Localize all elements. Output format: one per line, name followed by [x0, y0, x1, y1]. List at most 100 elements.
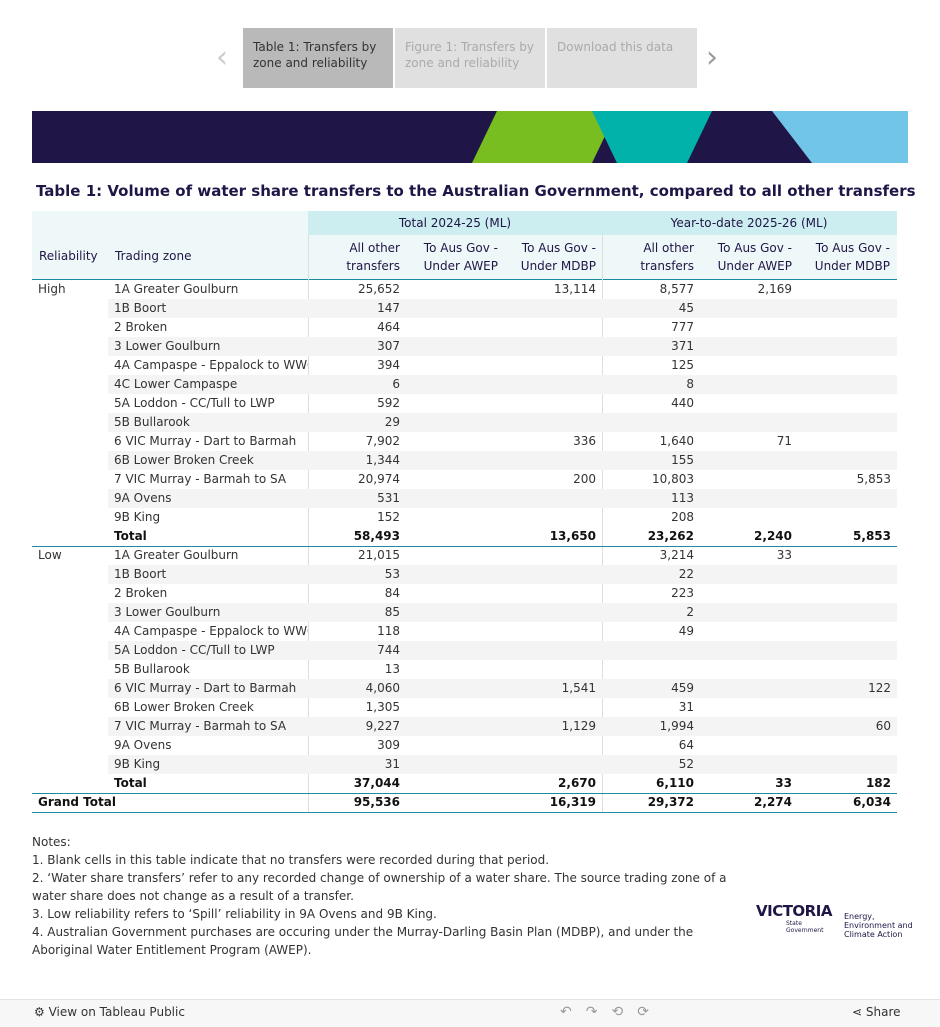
cell-value: 9,227 — [365, 719, 400, 733]
cell-value: 53 — [384, 567, 400, 581]
column-header: All other transfers — [640, 241, 694, 273]
notes: Notes: 1. Blank cells in this table indi… — [32, 833, 732, 959]
row-label: 1B Boort — [114, 301, 167, 315]
row-label: 9B King — [114, 510, 161, 524]
row-label: 9A Ovens — [114, 738, 172, 752]
row-label: 7 VIC Murray - Barmah to SA — [114, 719, 287, 733]
cell-value: 22 — [678, 567, 694, 581]
row-label: 4A Campaspe - Eppalock to WWC — [114, 624, 308, 638]
cell-value: 5,853 — [856, 472, 891, 486]
cell-value: 21,015 — [358, 548, 400, 562]
tab[interactable]: Figure 1: Transfers by zone and reliabil… — [395, 28, 545, 88]
row-label: Grand Total — [38, 795, 116, 809]
row-label: 6 VIC Murray - Dart to Barmah — [114, 681, 297, 695]
cell-value: 1,305 — [365, 700, 400, 714]
notes-heading: Notes: — [32, 835, 71, 849]
cell-value: 113 — [671, 491, 694, 505]
cell-value: 531 — [377, 491, 400, 505]
row-stripe — [108, 375, 897, 394]
next-arrow[interactable]: › — [706, 40, 718, 75]
row-label: 9B King — [114, 757, 161, 771]
cell-value: 33 — [775, 776, 792, 790]
row-label: 5B Bullarook — [114, 662, 190, 676]
row-stripe — [108, 565, 897, 584]
cell-value: 307 — [377, 339, 400, 353]
row-label: 3 Lower Goulburn — [114, 339, 221, 353]
column-header: To Aus Gov - Under AWEP — [717, 241, 792, 273]
cell-value: 394 — [377, 358, 400, 372]
view-text: View on Tableau Public — [48, 1005, 185, 1019]
row-label: 1A Greater Goulburn — [114, 548, 239, 562]
cell-value: 5,853 — [853, 529, 891, 543]
view-link[interactable]: ⚙ View on Tableau Public — [34, 1005, 185, 1019]
row-stripe — [108, 489, 897, 508]
share-text: Share — [865, 1005, 901, 1019]
logo: VICTORIA State Government — [756, 902, 836, 934]
cell-value: 95,536 — [353, 795, 400, 809]
row-stripe — [108, 641, 897, 660]
column-header: All other transfers — [346, 241, 400, 273]
cell-value: 37,044 — [353, 776, 400, 790]
cell-value: 20,974 — [358, 472, 400, 486]
row-stripe — [108, 451, 897, 470]
cell-value: 592 — [377, 396, 400, 410]
column-header: To Aus Gov - Under MDBP — [814, 241, 890, 273]
cell-value: 371 — [671, 339, 694, 353]
row-label: 6B Lower Broken Creek — [114, 453, 254, 467]
cell-value: 208 — [671, 510, 694, 524]
footer: ⚙ View on Tableau Public ↶↷⟲⟳ ⋖ Share — [0, 999, 940, 1027]
cell-value: 182 — [865, 776, 891, 790]
cell-value: 16,319 — [549, 795, 596, 809]
cell-value: 45 — [678, 301, 694, 315]
row-label: Low — [38, 548, 62, 562]
column-header: To Aus Gov - Under MDBP — [520, 241, 596, 273]
tab[interactable]: Table 1: Transfers by zone and reliabili… — [243, 28, 393, 88]
cell-value: 2,169 — [757, 282, 792, 296]
cell-value: 85 — [384, 605, 400, 619]
cell-value: 58,493 — [353, 529, 400, 543]
row-header: Reliability — [39, 249, 98, 263]
note: 1. Blank cells in this table indicate th… — [32, 853, 550, 867]
cell-value: 31 — [384, 757, 400, 771]
cell-value: 1,640 — [659, 434, 694, 448]
cell-value: 1,129 — [561, 719, 596, 733]
cell-value: 223 — [671, 586, 694, 600]
cell-value: 2,274 — [754, 795, 792, 809]
toolbar-icons[interactable]: ↶↷⟲⟳ — [560, 1004, 663, 1020]
row-label: 1A Greater Goulburn — [114, 282, 239, 296]
share[interactable]: ⋖ Share — [852, 1005, 901, 1019]
cell-value: 64 — [678, 738, 694, 752]
prev-arrow[interactable]: ‹ — [216, 40, 228, 75]
row-label: Total — [114, 776, 147, 790]
tab[interactable]: Download this data — [547, 28, 697, 88]
cell-value: 31 — [678, 700, 694, 714]
divider — [308, 235, 309, 813]
note: 2. ‘Water share transfers’ refer to any … — [32, 871, 727, 903]
cell-value: 29 — [384, 415, 400, 429]
cell-value: 4,060 — [365, 681, 400, 695]
row-label: Total — [114, 529, 147, 543]
cell-value: 60 — [875, 719, 891, 733]
cell-value: 152 — [377, 510, 400, 524]
dept: Energy, Environment and Climate Action — [844, 912, 913, 939]
row-stripe — [108, 755, 897, 774]
row-stripe — [108, 337, 897, 356]
cell-value: 23,262 — [647, 529, 694, 543]
group-rule — [32, 546, 108, 547]
cell-value: 122 — [868, 681, 891, 695]
cell-value: 2,670 — [558, 776, 596, 790]
note: 3. Low reliability refers to ‘Spill’ rel… — [32, 907, 437, 921]
cell-value: 6,110 — [656, 776, 694, 790]
row-label: 6 VIC Murray - Dart to Barmah — [114, 434, 297, 448]
cell-value: 10,803 — [652, 472, 694, 486]
cell-value: 13 — [384, 662, 400, 676]
cell-value: 777 — [671, 320, 694, 334]
cell-value: 2 — [686, 605, 694, 619]
cell-value: 71 — [776, 434, 792, 448]
row-stripe — [108, 603, 897, 622]
cell-value: 49 — [678, 624, 694, 638]
logo-sub: State Government — [786, 920, 824, 934]
cell-value: 8,577 — [659, 282, 694, 296]
banner — [32, 111, 908, 163]
cell-value: 309 — [377, 738, 400, 752]
